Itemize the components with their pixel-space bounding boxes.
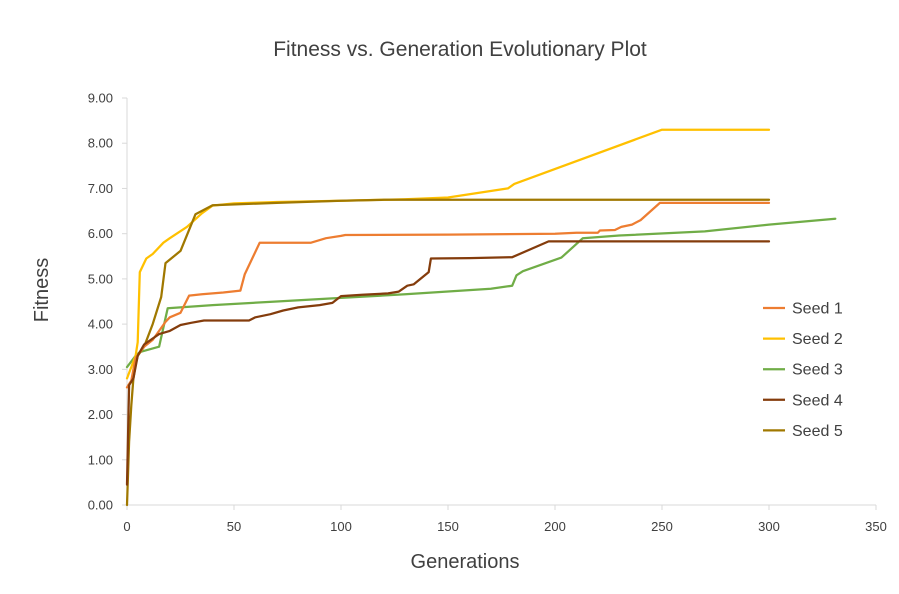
y-axis-title: Fitness — [31, 258, 53, 322]
legend-label-seed-3: Seed 3 — [792, 362, 843, 379]
y-tick-label: 1.00 — [88, 452, 113, 467]
y-tick-label: 6.00 — [88, 226, 113, 241]
y-tick-label: 7.00 — [88, 181, 113, 196]
series-line-seed-1 — [125, 201, 771, 389]
y-tick-label: 9.00 — [88, 91, 113, 106]
y-tick-label: 5.00 — [88, 271, 113, 286]
axes: 0 50 100 150 200 250 300 350 0.00 1.00 2.00 3.00 4.0… — [88, 91, 887, 535]
x-tick-label: 0 — [123, 519, 130, 534]
y-tick-label: 4.00 — [88, 317, 113, 332]
legend: Seed 1 Seed 2 Seed 3 Seed 4 Seed 5 — [763, 301, 843, 440]
series-line-seed-2 — [125, 128, 771, 380]
series-line-seed-3 — [125, 217, 837, 369]
chart-title: Fitness vs. Generation Evolutionary Plot — [273, 38, 647, 61]
x-tick-label: 200 — [544, 519, 566, 534]
y-tick-label: 3.00 — [88, 362, 113, 377]
legend-label-seed-5: Seed 5 — [792, 423, 843, 440]
x-tick-label: 250 — [651, 519, 673, 534]
legend-label-seed-1: Seed 1 — [792, 301, 843, 318]
legend-label-seed-2: Seed 2 — [792, 331, 843, 348]
x-axis-title: Generations — [411, 551, 520, 573]
y-tick-label: 8.00 — [88, 136, 113, 151]
series-line-seed-5 — [125, 198, 771, 507]
series-layer — [125, 128, 837, 507]
x-tick-label: 150 — [437, 519, 459, 534]
x-tick-label: 300 — [758, 519, 780, 534]
x-tick-label: 350 — [865, 519, 887, 534]
series-line-seed-4 — [125, 240, 771, 486]
x-tick-label: 50 — [227, 519, 241, 534]
y-tick-label: 2.00 — [88, 407, 113, 422]
y-tick-label: 0.00 — [88, 498, 113, 513]
legend-label-seed-4: Seed 4 — [792, 392, 843, 409]
x-tick-label: 100 — [330, 519, 352, 534]
